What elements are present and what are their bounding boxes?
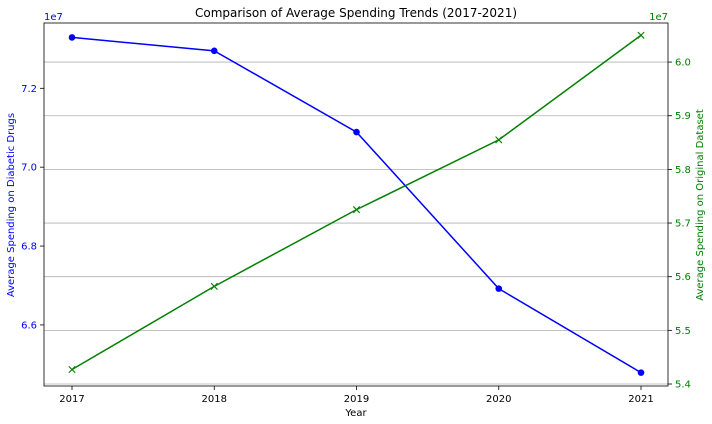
x-tick-label-2019: 2019 (344, 394, 369, 405)
series-right-line (71, 34, 642, 371)
right-tick-label-5.4: 5.4 (675, 380, 691, 391)
left-axis-offset-text: 1e7 (44, 12, 63, 23)
series-left-point-2021 (637, 369, 645, 376)
right-tick-label-5.9: 5.9 (675, 111, 691, 122)
left-axis-label: Average Spending on Diabetic Drugs (6, 113, 17, 297)
series-left-point-2017 (68, 34, 76, 41)
axes-layer: 2017 2018 2019 2020 2021 6.6 6.8 7.0 7.2 5.4 5.5 5.… (21, 22, 691, 405)
grid-layer (44, 61, 668, 385)
series-right-point-2019 (352, 206, 361, 214)
left-tick-label-6.6: 6.6 (21, 320, 37, 331)
series-left-line (71, 36, 642, 374)
x-tick-label-2021: 2021 (628, 394, 653, 405)
x-tick-label-2017: 2017 (59, 394, 84, 405)
series-right-point-2018 (210, 282, 218, 290)
series-left-point-2018 (210, 47, 218, 55)
left-tick-label-7.2: 7.2 (21, 84, 37, 95)
chart-title: Comparison of Average Spending Trends (2… (195, 6, 517, 20)
right-tick-label-5.5: 5.5 (675, 326, 691, 337)
right-axis-label: Average Spending on Original Dataset (695, 109, 706, 301)
series-layer (68, 31, 645, 376)
series-left-point-2019 (353, 128, 360, 136)
x-tick-label-2018: 2018 (202, 394, 227, 405)
left-tick-label-7.0: 7.0 (21, 163, 37, 174)
right-tick-label-6.0: 6.0 (675, 58, 691, 69)
right-axis-offset-text: 1e7 (649, 12, 668, 23)
series-right-point-2021 (637, 31, 645, 39)
right-tick-label-5.6: 5.6 (675, 272, 691, 283)
plot-frame (43, 22, 669, 387)
series-right-point-2017 (68, 365, 76, 374)
right-tick-label-5.8: 5.8 (675, 165, 691, 176)
left-tick-label-6.8: 6.8 (21, 242, 37, 253)
x-tick-label-2020: 2020 (486, 394, 511, 405)
x-axis-label: Year (344, 408, 367, 419)
series-right-point-2020 (495, 136, 503, 144)
series-left-point-2020 (495, 285, 503, 292)
right-tick-label-5.7: 5.7 (675, 219, 691, 230)
